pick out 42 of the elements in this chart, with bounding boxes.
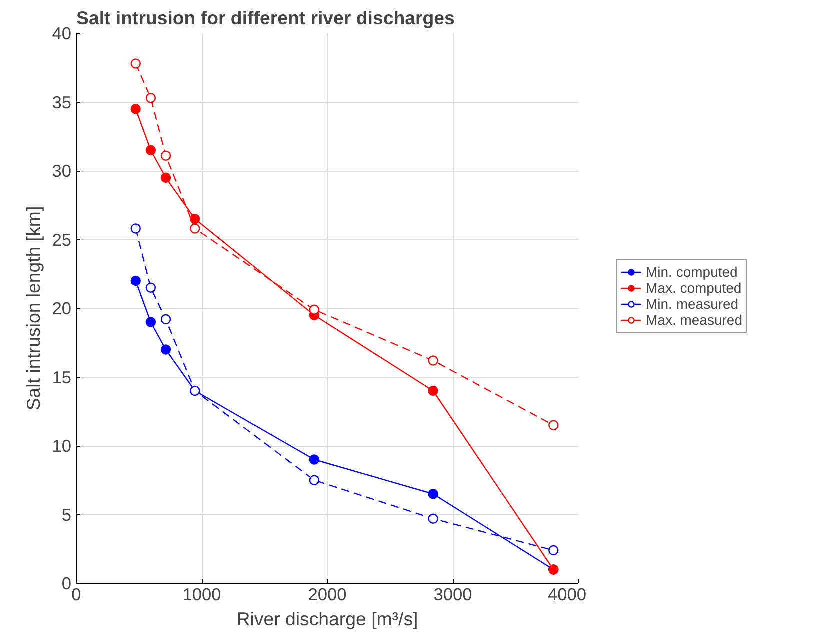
- point: [428, 514, 438, 524]
- point: [309, 454, 320, 465]
- point: [130, 224, 141, 234]
- point: [160, 344, 172, 355]
- point: [130, 104, 141, 114]
- point: [146, 145, 156, 156]
- point: [309, 475, 320, 486]
- point: [190, 224, 200, 234]
- y-tick-label: 20: [52, 298, 72, 318]
- point: [160, 150, 172, 161]
- y-tick-label: 5: [62, 504, 72, 525]
- x-tick-label: 1000: [182, 584, 222, 604]
- y-tick-label: 35: [52, 92, 72, 112]
- point: [130, 276, 141, 286]
- legend-label: Min. measured: [646, 296, 739, 312]
- y-tick-label: 30: [52, 161, 72, 181]
- y-tick-label: 40: [52, 24, 72, 44]
- legend-label: Max. computed: [646, 280, 742, 296]
- point: [190, 214, 200, 224]
- y-axis-title: Salt intrusion length [km]: [23, 206, 44, 411]
- point: [548, 545, 559, 556]
- y-tick-label: 10: [52, 436, 72, 456]
- legend-label: Max. measured: [646, 312, 742, 328]
- legend-label: Min. computed: [646, 264, 738, 280]
- x-tick-label: 2000: [308, 584, 347, 604]
- point: [146, 317, 156, 328]
- point: [146, 93, 156, 104]
- x-tick-label: 3000: [434, 584, 472, 604]
- point: [160, 172, 172, 183]
- x-axis-title: River discharge [m³/s]: [236, 608, 418, 630]
- point: [548, 420, 559, 430]
- point: [160, 314, 172, 325]
- point: [428, 356, 438, 366]
- point: [428, 386, 438, 396]
- point: [309, 304, 320, 315]
- point: [146, 282, 156, 293]
- y-tick-label: 25: [52, 230, 72, 250]
- point: [130, 58, 141, 69]
- point: [428, 489, 438, 500]
- chart-title: Salt intrusion for different river discharges: [76, 8, 455, 28]
- x-tick-label: 4000: [548, 584, 587, 604]
- y-tick-label: 15: [52, 367, 72, 388]
